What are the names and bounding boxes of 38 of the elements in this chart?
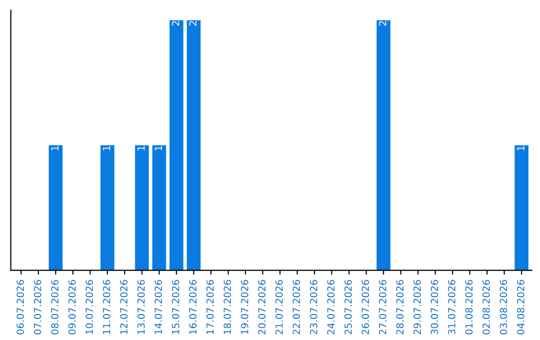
x-tick-label: 13.07.2026 [137,280,145,334]
x-tick-label: 21.07.2026 [275,280,283,334]
data-label: 1 [517,146,524,150]
data-label: 1 [103,146,110,150]
data-label: 2 [172,21,180,26]
x-tick-label: 01.08.2026 [465,280,473,334]
x-tick-label: 24.07.2026 [327,280,335,334]
x-tick-label: 29.07.2026 [413,280,421,334]
x-tick-label: 06.07.2026 [16,280,24,334]
data-label: 2 [378,21,386,26]
data-label: 1 [138,146,145,150]
x-tick-label: 20.07.2026 [258,280,266,334]
data-label: 1 [51,146,58,150]
x-tick-label: 03.08.2026 [500,280,508,334]
x-tick-label: 28.07.2026 [396,280,404,334]
x-tick-label: 12.07.2026 [120,280,128,334]
x-tick-label: 11.07.2026 [102,280,110,334]
x-tick-label: 25.07.2026 [344,280,352,334]
x-tick-label: 08.07.2026 [51,280,58,334]
x-tick-label: 15.07.2026 [172,280,180,334]
x-tick-label: 10.07.2026 [86,280,93,334]
x-tick-label: 18.07.2026 [224,280,232,334]
x-tick-label: 27.07.2026 [378,280,386,334]
x-tick-label: 07.07.2026 [34,280,42,334]
data-label: 2 [189,21,196,26]
x-tick-label: 26.07.2026 [362,280,370,334]
x-tick-label: 30.07.2026 [430,280,438,334]
x-tick-label: 04.08.2026 [517,280,524,334]
x-tick-label: 31.07.2026 [448,280,456,334]
x-tick-label: 19.07.2026 [240,280,248,334]
x-tick-label: 23.07.2026 [310,280,318,334]
data-label: 1 [154,146,162,150]
x-tick-label: 09.07.2026 [68,280,76,334]
x-tick-label: 16.07.2026 [189,280,197,334]
x-tick-label: 14.07.2026 [154,280,162,334]
x-tick-label: 02.08.2026 [482,280,490,334]
x-tick-label: 22.07.2026 [292,280,300,334]
x-tick-label: 17.07.2026 [206,280,214,334]
